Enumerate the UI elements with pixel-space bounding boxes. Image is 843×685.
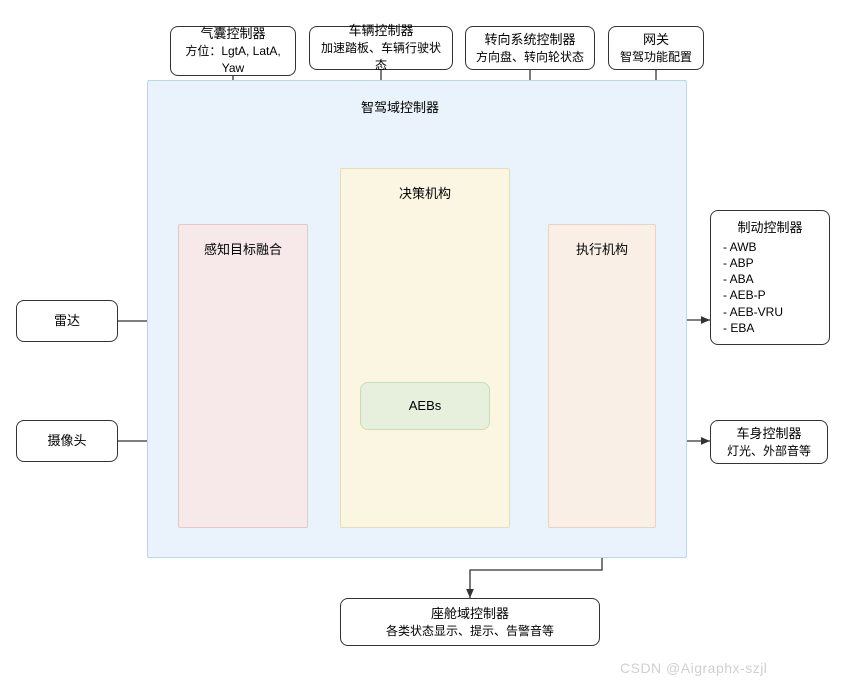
camera-label: 摄像头 [47, 432, 86, 450]
airbag-controller-box: 气囊控制器 方位：LgtA, LatA, Yaw [170, 26, 296, 76]
cockpit-line1: 座舱域控制器 [431, 605, 509, 623]
steering-line1: 转向系统控制器 [484, 31, 575, 49]
vehicle-line1: 车辆控制器 [348, 22, 413, 40]
brake-item: - AEB-VRU [723, 304, 783, 320]
gateway-line2: 智驾功能配置 [620, 49, 692, 66]
body-line2: 灯光、外部音等 [727, 443, 811, 460]
airbag-line3: Yaw [222, 60, 244, 77]
perception-label: 感知目标融合 [204, 241, 282, 259]
body-controller-box: 车身控制器 灯光、外部音等 [710, 420, 828, 464]
watermark-text: CSDN @Aigraphx-szjl [620, 660, 767, 676]
brake-title: 制动控制器 [737, 219, 802, 237]
brake-item: - ABP [723, 255, 783, 271]
perception-fusion-box: 感知目标融合 [178, 224, 308, 528]
aebs-box: AEBs [360, 382, 490, 430]
brake-item: - AWB [723, 239, 783, 255]
cockpit-line2: 各类状态显示、提示、告警音等 [386, 623, 554, 640]
steering-line2: 方向盘、转向轮状态 [476, 49, 584, 66]
brake-items-list: - AWB- ABP- ABA- AEB-P- AEB-VRU- EBA [723, 239, 783, 336]
body-line1: 车身控制器 [736, 425, 801, 443]
domain-controller-label: 智驾域控制器 [361, 99, 439, 117]
aebs-label: AEBs [409, 397, 442, 415]
radar-label: 雷达 [54, 312, 80, 330]
brake-item: - EBA [723, 320, 783, 336]
brake-item: - ABA [723, 271, 783, 287]
camera-box: 摄像头 [16, 420, 118, 462]
vehicle-controller-box: 车辆控制器 加速踏板、车辆行驶状态 [309, 26, 453, 70]
radar-box: 雷达 [16, 300, 118, 342]
steering-controller-box: 转向系统控制器 方向盘、转向轮状态 [465, 26, 595, 70]
vehicle-line2: 加速踏板、车辆行驶状态 [316, 40, 446, 74]
gateway-line1: 网关 [643, 31, 669, 49]
brake-item: - AEB-P [723, 287, 783, 303]
gateway-box: 网关 智驾功能配置 [608, 26, 704, 70]
decision-label: 决策机构 [399, 185, 451, 203]
cockpit-controller-box: 座舱域控制器 各类状态显示、提示、告警音等 [340, 598, 600, 646]
airbag-line2: 方位：LgtA, LatA, [185, 43, 280, 60]
execution-box: 执行机构 [548, 224, 656, 528]
decision-box: 决策机构 [340, 168, 510, 528]
execution-label: 执行机构 [576, 241, 628, 259]
brake-controller-box: 制动控制器 - AWB- ABP- ABA- AEB-P- AEB-VRU- E… [710, 210, 830, 345]
airbag-line1: 气囊控制器 [200, 25, 265, 43]
